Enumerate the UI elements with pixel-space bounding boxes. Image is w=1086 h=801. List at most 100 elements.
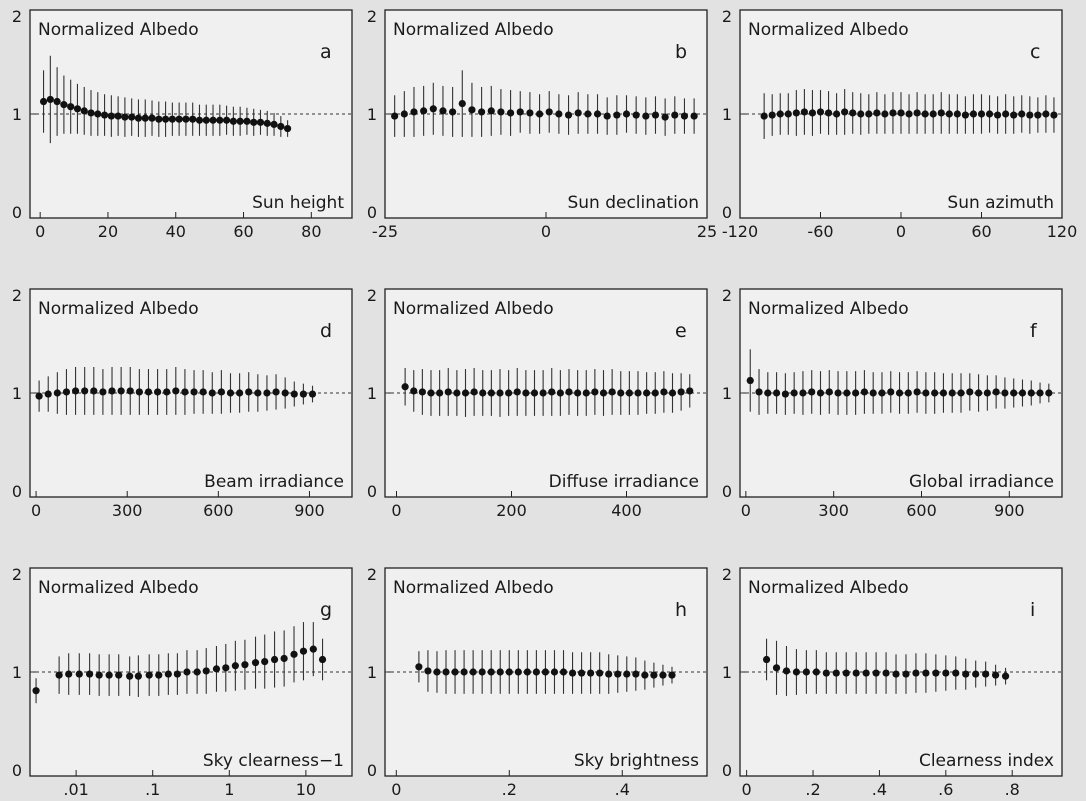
data-point bbox=[913, 388, 921, 396]
data-point bbox=[433, 668, 441, 676]
data-point bbox=[668, 671, 676, 679]
data-point bbox=[212, 665, 221, 673]
data-point bbox=[1010, 111, 1018, 119]
data-point bbox=[270, 655, 279, 664]
data-point bbox=[309, 645, 317, 653]
data-point bbox=[199, 388, 207, 396]
data-point bbox=[190, 388, 198, 396]
data-point bbox=[834, 389, 842, 397]
data-point bbox=[117, 387, 125, 395]
data-point bbox=[202, 667, 210, 675]
panel-e: 0 1 2 0 200 400 Normalized Albedo e Diffuse irra… bbox=[367, 286, 708, 520]
data-point bbox=[487, 107, 495, 115]
x-tick-label: 1 bbox=[224, 780, 234, 799]
y-tick-label: 2 bbox=[722, 565, 732, 584]
data-point bbox=[280, 654, 288, 663]
x-tick-label: 0 bbox=[391, 780, 401, 799]
data-point bbox=[591, 388, 599, 396]
data-point bbox=[496, 668, 504, 676]
data-point bbox=[897, 109, 905, 117]
data-point bbox=[231, 662, 239, 670]
data-point bbox=[593, 110, 602, 118]
data-point bbox=[444, 388, 452, 396]
x-tick-label: .6 bbox=[938, 780, 953, 799]
x-tick-label: 300 bbox=[818, 501, 849, 520]
data-point bbox=[65, 670, 73, 678]
data-point bbox=[985, 110, 994, 118]
data-point bbox=[608, 388, 616, 396]
panel-title: Normalized Albedo bbox=[393, 20, 554, 40]
y-tick-label: 0 bbox=[722, 761, 732, 780]
data-point bbox=[782, 667, 791, 675]
data-point bbox=[865, 110, 873, 118]
panel-title: Normalized Albedo bbox=[393, 578, 554, 598]
data-point bbox=[746, 376, 754, 385]
x-tick-label: 400 bbox=[611, 501, 642, 520]
y-tick-label: 0 bbox=[367, 482, 377, 501]
data-point bbox=[634, 389, 642, 397]
data-point bbox=[882, 669, 890, 677]
x-tick-label: .8 bbox=[1005, 780, 1020, 799]
panel-letter: i bbox=[1030, 599, 1035, 621]
y-tick-label: 1 bbox=[722, 105, 732, 124]
data-point bbox=[643, 389, 651, 397]
data-point bbox=[67, 103, 75, 111]
data-point bbox=[862, 669, 870, 677]
data-point bbox=[587, 669, 595, 677]
data-point bbox=[881, 110, 889, 118]
x-tick-label: 0 bbox=[35, 222, 45, 241]
data-point bbox=[972, 670, 980, 678]
y-tick-label: 0 bbox=[12, 203, 22, 222]
data-point bbox=[613, 111, 621, 119]
data-point bbox=[822, 669, 830, 677]
x-tick-label: .01 bbox=[63, 780, 88, 799]
x-tick-label: -120 bbox=[722, 222, 758, 241]
data-point bbox=[272, 388, 280, 396]
data-point bbox=[277, 122, 285, 131]
data-point bbox=[994, 111, 1002, 119]
data-point bbox=[548, 388, 556, 396]
data-point bbox=[460, 668, 468, 676]
x-axis-label: Sky brightness bbox=[574, 751, 699, 771]
x-tick-label: 25 bbox=[697, 222, 717, 241]
data-point bbox=[1001, 389, 1009, 397]
data-point bbox=[904, 389, 912, 397]
data-point bbox=[236, 117, 244, 125]
x-tick-label: 60 bbox=[233, 222, 253, 241]
y-tick-label: 0 bbox=[12, 482, 22, 501]
panel-title: Normalized Albedo bbox=[393, 299, 554, 319]
data-point bbox=[308, 390, 317, 398]
data-point bbox=[545, 108, 553, 116]
y-tick-label: 1 bbox=[12, 384, 22, 403]
data-point bbox=[318, 655, 327, 664]
data-point bbox=[872, 669, 880, 677]
y-tick-label: 0 bbox=[367, 761, 377, 780]
data-point bbox=[245, 388, 253, 396]
data-point bbox=[182, 115, 190, 123]
data-point bbox=[505, 668, 513, 676]
data-point bbox=[555, 110, 563, 118]
data-point bbox=[229, 117, 237, 125]
data-point bbox=[505, 389, 513, 397]
data-point bbox=[651, 111, 660, 119]
data-point bbox=[895, 389, 904, 397]
data-point bbox=[114, 112, 122, 120]
panel-letter: f bbox=[1030, 320, 1038, 342]
data-point bbox=[952, 669, 960, 677]
y-tick-label: 2 bbox=[367, 565, 377, 584]
data-point bbox=[535, 110, 544, 118]
data-point bbox=[55, 671, 63, 679]
data-point bbox=[222, 664, 230, 672]
data-point bbox=[912, 669, 920, 677]
data-point bbox=[945, 110, 953, 118]
data-point bbox=[53, 389, 61, 397]
data-point bbox=[632, 670, 640, 678]
x-tick-label: 0 bbox=[541, 222, 551, 241]
data-point bbox=[60, 101, 68, 109]
data-point bbox=[800, 108, 809, 116]
data-point bbox=[1036, 389, 1044, 397]
data-point bbox=[808, 109, 817, 117]
x-tick-label: 900 bbox=[994, 501, 1025, 520]
data-point bbox=[80, 107, 88, 115]
